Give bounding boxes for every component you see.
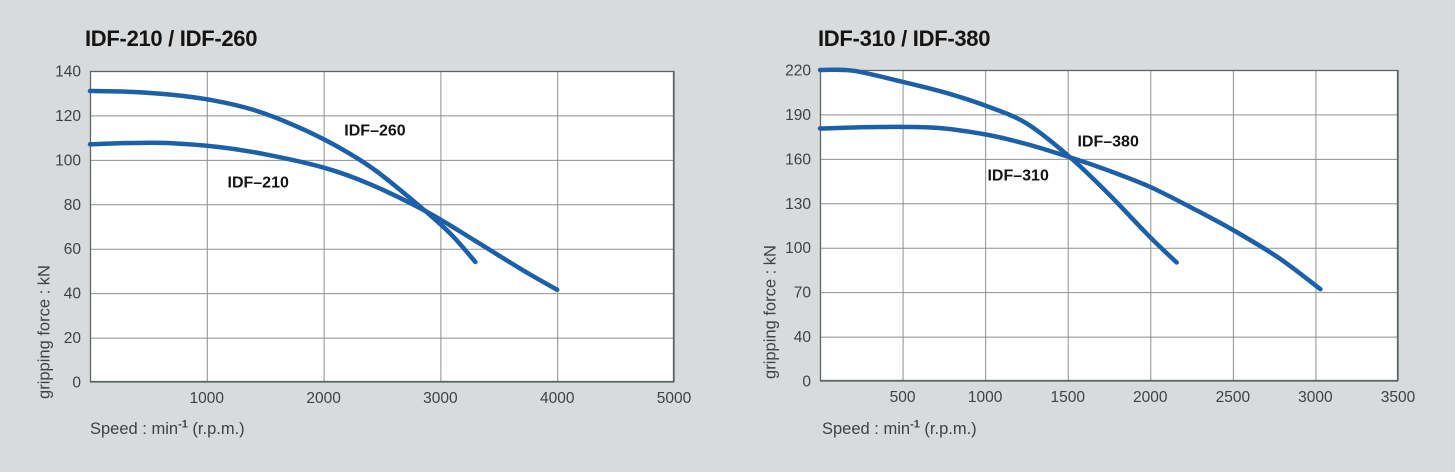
chart-canvas: 220 190 160 130 100 70 40 0 500 1000 1500 2000 2500 3…: [785, 63, 1415, 407]
x-tick-label: 4000: [540, 390, 575, 407]
curve-idf-210: [87, 140, 560, 293]
y-tick-label: 120: [55, 108, 81, 125]
y-tick-label: 220: [785, 63, 811, 80]
y-tick-label: 70: [794, 285, 812, 302]
axis-tick-labels: 140 120 100 80 60 40 20 0 1000 2000 3000 4000 5000: [55, 64, 691, 408]
x-axis-caption-exponent: -1: [910, 418, 920, 431]
y-axis-caption: gripping force : kN: [762, 245, 905, 379]
chart-idf-210-idf-260: IDF-210 / IDF-260 140 120 100 80 60 40 20 0 1000…: [0, 0, 727, 472]
chart-idf-310-idf-380: IDF-310 / IDF-380 220 190 160 130 100 70 40 0 50…: [727, 0, 1455, 472]
plot-border: [89, 70, 675, 383]
y-axis-caption-text: gripping force : kN: [761, 245, 780, 379]
x-tick-label: 5000: [657, 390, 692, 407]
y-tick-label: 20: [64, 330, 82, 347]
chart-canvas: 140 120 100 80 60 40 20 0 1000 2000 3000 4000 5000 ID…: [55, 64, 691, 408]
x-tick-label: 3000: [1298, 389, 1333, 406]
curve-idf-380: [817, 67, 1179, 265]
x-tick-label: 1500: [1050, 389, 1085, 406]
x-tick-label: 3500: [1381, 389, 1416, 406]
x-tick-label: 2000: [306, 390, 341, 407]
plot-area: [820, 70, 1398, 381]
x-axis-caption-post: (r.p.m.): [187, 420, 245, 438]
x-axis-caption-exponent: -1: [178, 418, 188, 431]
curve-idf-260: [87, 88, 478, 265]
curve-idf-310: [817, 124, 1323, 292]
curve-label-idf-260: IDF–260: [344, 122, 405, 139]
y-tick-label: 0: [802, 374, 811, 391]
axis-tick-labels: 220 190 160 130 100 70 40 0 500 1000 1500 2000 2500 3…: [785, 63, 1415, 407]
x-axis-caption-post: (r.p.m.): [919, 420, 977, 438]
x-tick-label: 2500: [1216, 389, 1251, 406]
y-tick-label: 60: [64, 241, 82, 258]
x-tick-label: 1000: [190, 390, 225, 407]
x-tick-label: 3000: [423, 390, 458, 407]
x-axis-caption: Speed : min-1 (r.p.m.): [90, 418, 245, 439]
chart-title: IDF-310 / IDF-380: [818, 26, 991, 51]
y-tick-label: 190: [785, 107, 811, 124]
x-axis-caption-pre: Speed : min: [822, 420, 911, 438]
y-tick-label: 100: [785, 240, 811, 257]
y-axis-caption-text: gripping force : kN: [35, 265, 54, 399]
y-tick-label: 40: [794, 329, 812, 346]
curve-label-idf-380: IDF–380: [1077, 134, 1138, 151]
x-axis-caption: Speed : min-1 (r.p.m.): [822, 418, 977, 439]
curve-label-idf-210: IDF–210: [228, 175, 289, 192]
chart-title: IDF-210 / IDF-260: [85, 26, 258, 51]
x-tick-label: 1000: [968, 389, 1003, 406]
plot-area: [90, 71, 674, 382]
y-tick-label: 140: [55, 64, 81, 81]
y-axis-caption: gripping force : kN: [36, 265, 179, 399]
x-tick-label: 500: [890, 389, 916, 406]
curve-label-idf-310: IDF–310: [987, 168, 1048, 185]
y-tick-label: 40: [64, 286, 82, 303]
plot-border: [819, 69, 1399, 382]
y-tick-label: 100: [55, 152, 81, 169]
y-tick-label: 80: [64, 197, 82, 214]
x-tick-label: 2000: [1133, 389, 1168, 406]
y-tick-label: 130: [785, 196, 811, 213]
y-tick-label: 0: [72, 375, 81, 392]
y-tick-label: 160: [785, 151, 811, 168]
x-axis-caption-pre: Speed : min: [90, 420, 179, 438]
